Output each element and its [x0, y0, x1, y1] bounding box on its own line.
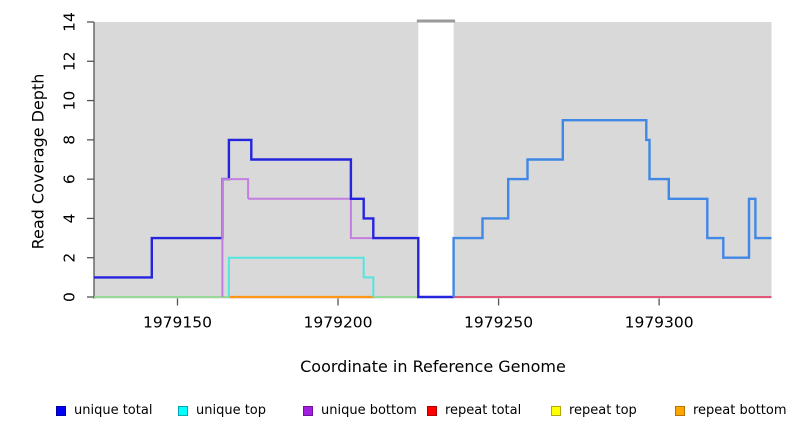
legend-label: unique top: [196, 403, 267, 418]
y-tick-label: 6: [61, 174, 79, 184]
gap-top-bar: [416, 19, 456, 23]
coverage-gap-band: [418, 22, 454, 299]
legend-swatch-icon: [56, 405, 66, 416]
coverage-chart: 0 2 4 6 8 10 12 14 1979150 1979200 1979250 1979300: [61, 12, 772, 332]
y-tick-label: 10: [61, 91, 79, 111]
legend-item-repeat-top: repeat top: [551, 403, 637, 418]
y-tick-label: 0: [61, 292, 79, 302]
legend-swatch-icon: [178, 405, 188, 416]
x-tick-label: 1979150: [143, 314, 212, 332]
legend-label: unique total: [74, 403, 153, 418]
y-tick-label: 8: [61, 135, 79, 145]
legend-swatch-icon: [427, 405, 437, 416]
legend-label: repeat top: [569, 403, 637, 418]
series-coverage-right: [452, 118, 772, 297]
legend-label: repeat total: [445, 403, 522, 418]
series-unique-top: [227, 256, 375, 297]
legend-item-repeat-total: repeat total: [427, 403, 521, 418]
x-axis-title: Coordinate in Reference Genome: [300, 357, 566, 376]
series-unique-bottom-head: [221, 178, 250, 297]
legend-swatch-icon: [551, 405, 561, 416]
legend-label: unique bottom: [321, 403, 417, 418]
x-tick-label: 1979300: [625, 314, 694, 332]
y-tick-label: 4: [61, 213, 79, 223]
legend-item-unique-bottom: unique bottom: [303, 403, 417, 418]
legend-label: repeat bottom: [693, 403, 787, 418]
legend-item-repeat-bottom: repeat bottom: [675, 403, 787, 418]
y-axis-title: Read Coverage Depth: [28, 73, 48, 250]
x-tick-label: 1979250: [464, 314, 533, 332]
y-tick-label: 12: [61, 51, 79, 71]
legend-swatch-icon: [303, 405, 313, 416]
series-unique-total: [94, 138, 454, 299]
legend-item-unique-total: unique total: [56, 403, 152, 418]
legend-item-unique-top: unique top: [178, 403, 266, 418]
y-tick-label: 14: [61, 12, 79, 32]
x-tick-label: 1979200: [304, 314, 373, 332]
y-tick-label: 2: [61, 253, 79, 263]
legend-swatch-icon: [675, 405, 685, 416]
